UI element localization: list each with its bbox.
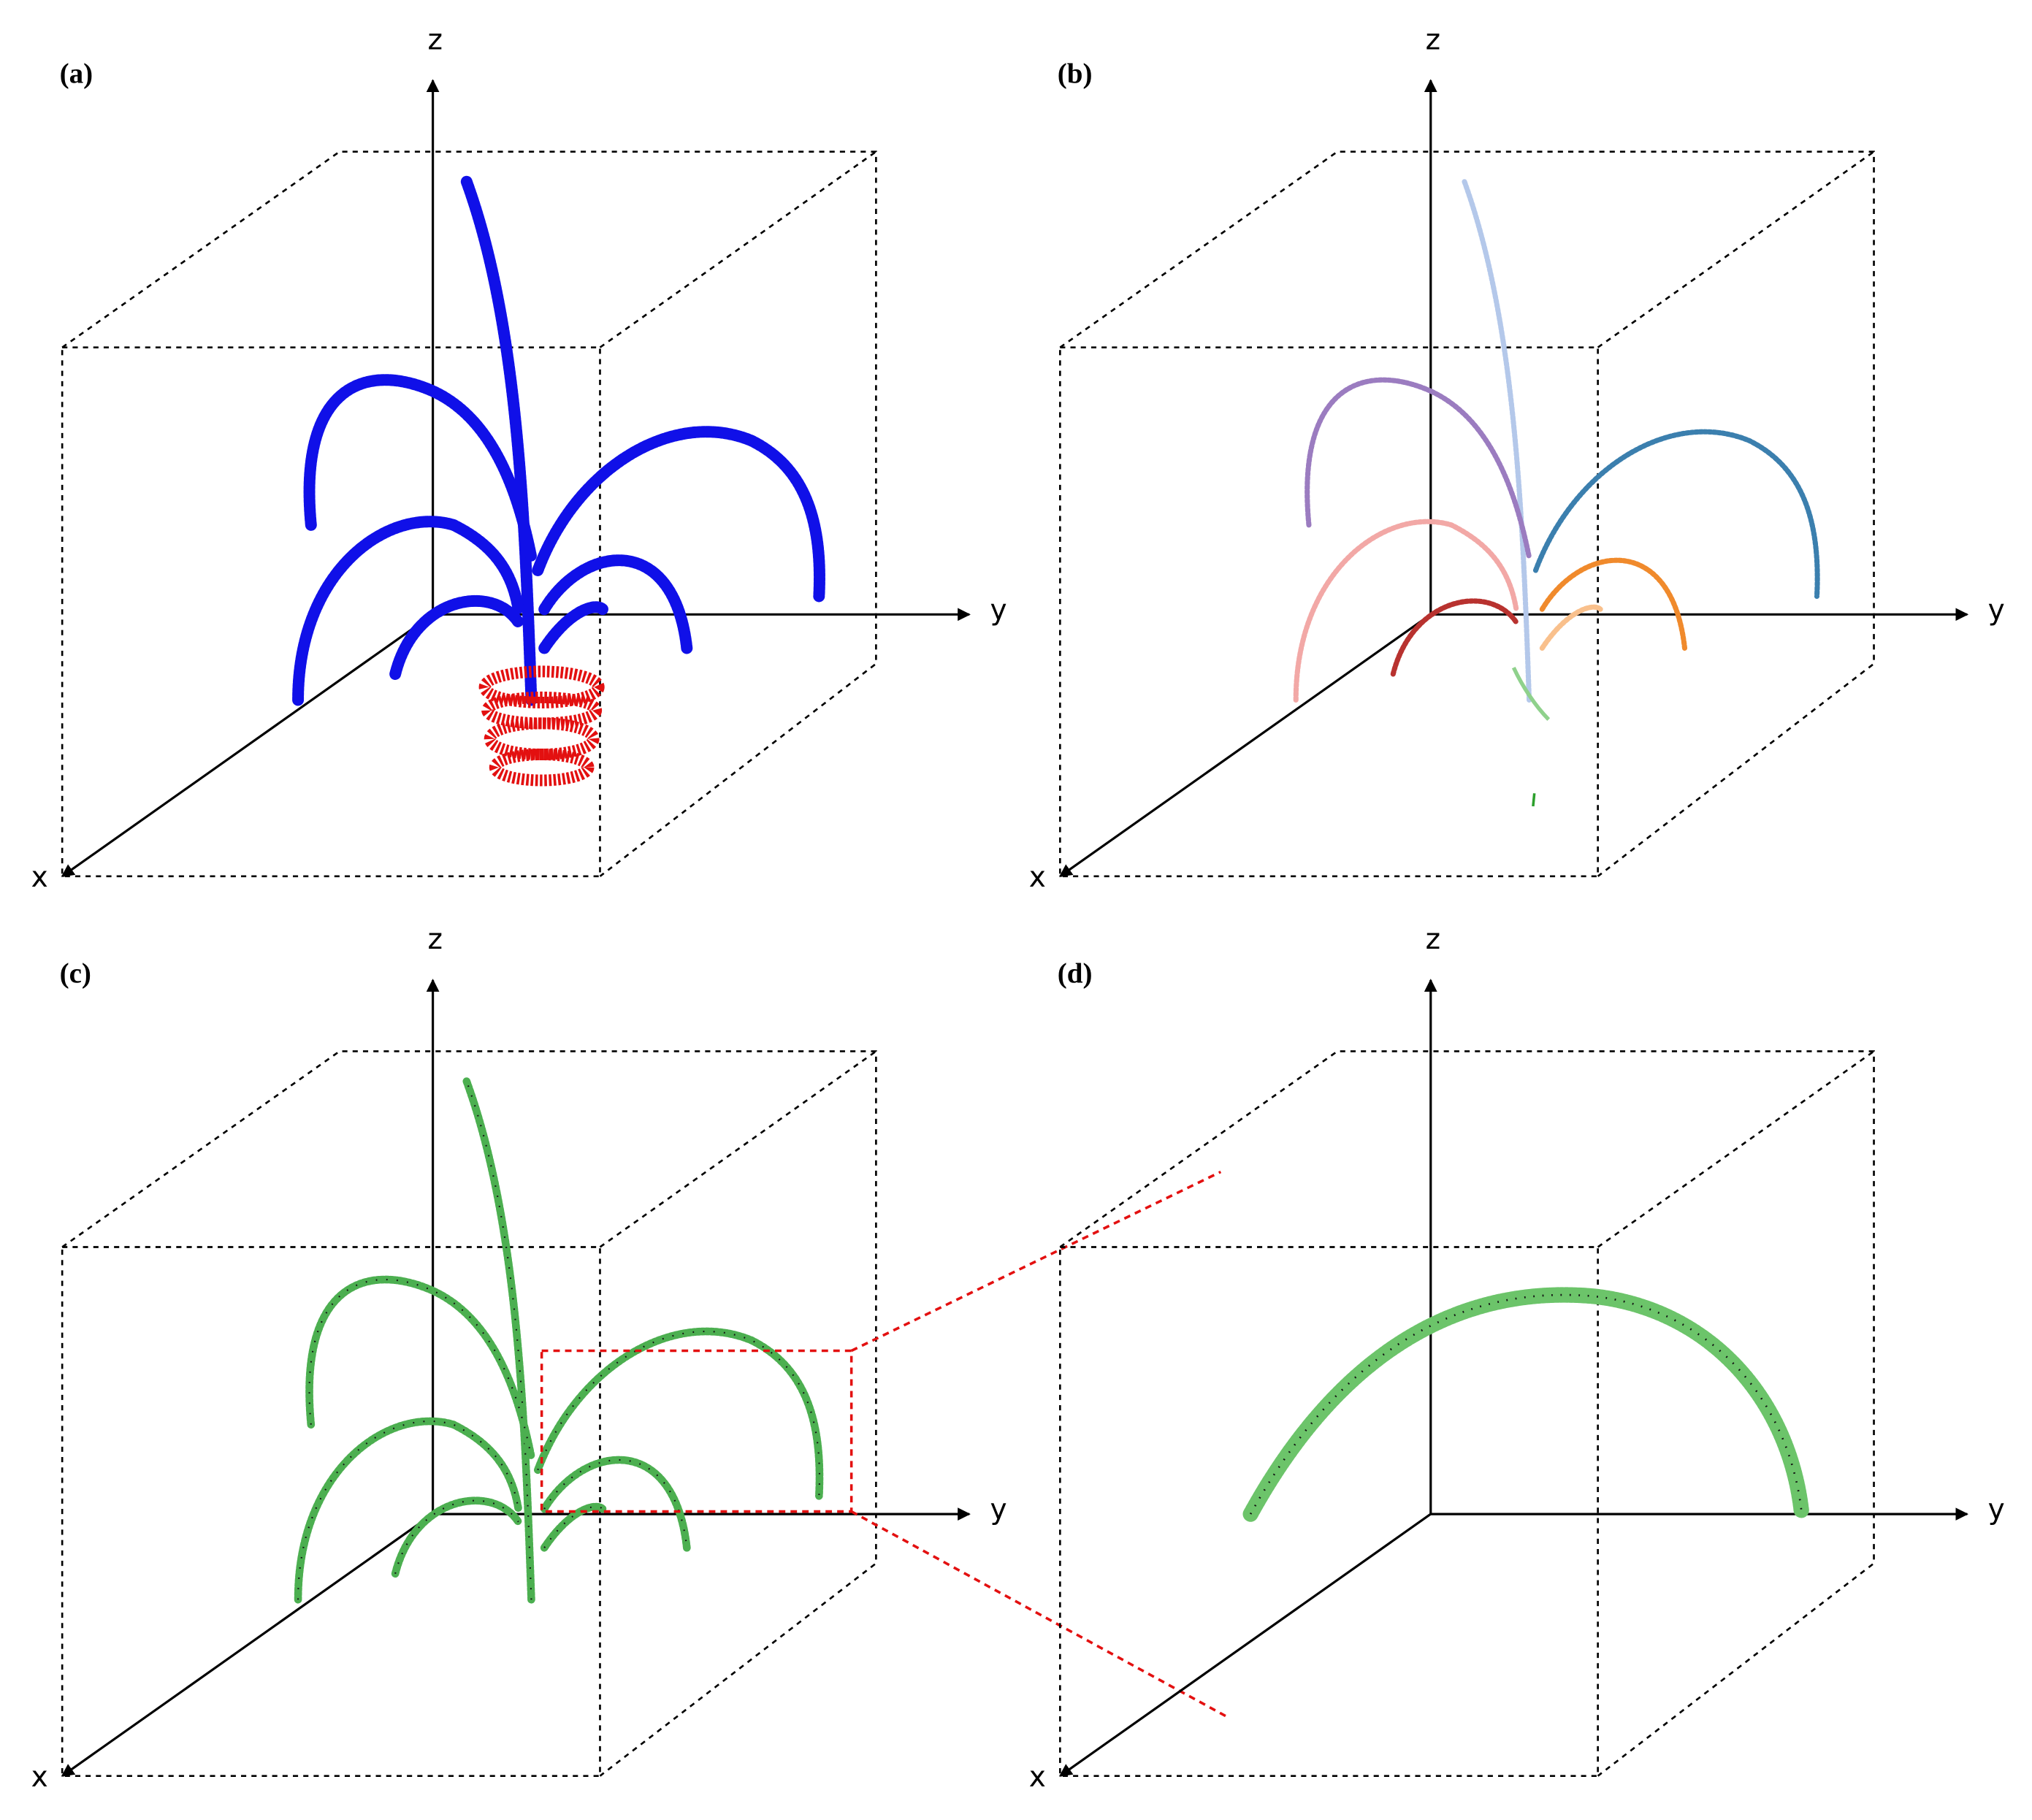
- axis-label: y: [1988, 1494, 2005, 1526]
- panel: (b) z y x: [1029, 23, 2005, 894]
- axis-label: z: [427, 23, 442, 56]
- leaf-points: [1462, 178, 1532, 703]
- leaf-points: [391, 1496, 523, 1578]
- leaf-points: [1539, 604, 1603, 651]
- pot-points: [489, 749, 595, 787]
- leaf-points: [1532, 793, 1536, 807]
- axis-label: y: [990, 1494, 1007, 1526]
- panel: (c) z y x: [31, 923, 1229, 1794]
- axis-label: x: [1029, 861, 1046, 894]
- leaf-specks: [543, 1458, 688, 1548]
- leaf-points: [389, 594, 524, 680]
- x-axis: [61, 613, 434, 878]
- axis-label: x: [31, 1761, 48, 1794]
- box-back: [1059, 1050, 1875, 1777]
- leaf-points: [1511, 666, 1551, 721]
- zoom-box: [540, 1349, 853, 1513]
- x-axis: [1058, 1513, 1432, 1777]
- axis-label: y: [990, 594, 1007, 627]
- panel-label: (c): [60, 957, 91, 989]
- panel-label: (b): [1058, 58, 1093, 90]
- panel: (a) z y x: [31, 23, 1007, 894]
- box-front: [1058, 346, 1599, 878]
- panel-label: (a): [60, 58, 93, 90]
- leaf-points: [305, 1275, 535, 1461]
- pot-points: [481, 691, 603, 730]
- leaf-points: [294, 1417, 523, 1604]
- axis-label: x: [1029, 1761, 1046, 1794]
- leaf-points: [1242, 1287, 1809, 1522]
- leaf-points: [538, 554, 693, 654]
- axis-label: z: [1426, 23, 1440, 56]
- leaf-points: [532, 426, 825, 603]
- leaf-points: [1390, 598, 1519, 677]
- leaf-points: [460, 175, 538, 706]
- leaf-specks: [308, 1279, 532, 1458]
- axis-label: z: [427, 923, 442, 956]
- leaf-points: [1293, 519, 1519, 703]
- leaf-points: [1532, 429, 1820, 600]
- leaf-points: [1305, 377, 1532, 560]
- x-axis: [1058, 613, 1432, 878]
- leaf-points: [292, 516, 524, 706]
- leaf-points: [540, 1456, 691, 1552]
- leaf-specks: [297, 1421, 519, 1600]
- box-back: [61, 150, 877, 877]
- panel: (d) z y x: [1029, 923, 2005, 1794]
- box-front: [1058, 1246, 1599, 1777]
- leaf-points: [462, 1077, 535, 1604]
- axis-label: z: [1426, 923, 1440, 956]
- pot-points: [478, 665, 605, 708]
- box-back: [61, 1050, 877, 1777]
- box-back: [1059, 150, 1875, 877]
- leaf-points: [533, 1327, 824, 1500]
- leaf-points: [303, 374, 538, 564]
- zoom-lines: [850, 1170, 1229, 1719]
- axis-label: y: [1988, 594, 2005, 627]
- leaf-points: [538, 601, 609, 654]
- leaf-points: [540, 1502, 607, 1552]
- leaf-points: [1539, 557, 1688, 651]
- axis-label: x: [31, 861, 48, 894]
- x-axis: [61, 1513, 434, 1777]
- panel-label: (d): [1058, 957, 1093, 989]
